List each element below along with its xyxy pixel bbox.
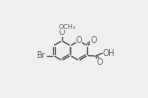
Text: O: O xyxy=(59,28,65,37)
Text: OH: OH xyxy=(103,49,115,58)
Text: O: O xyxy=(97,58,103,67)
Text: OCH₃: OCH₃ xyxy=(59,24,76,30)
Text: Br: Br xyxy=(36,51,45,60)
Text: O: O xyxy=(90,36,97,45)
Text: O: O xyxy=(76,36,82,45)
